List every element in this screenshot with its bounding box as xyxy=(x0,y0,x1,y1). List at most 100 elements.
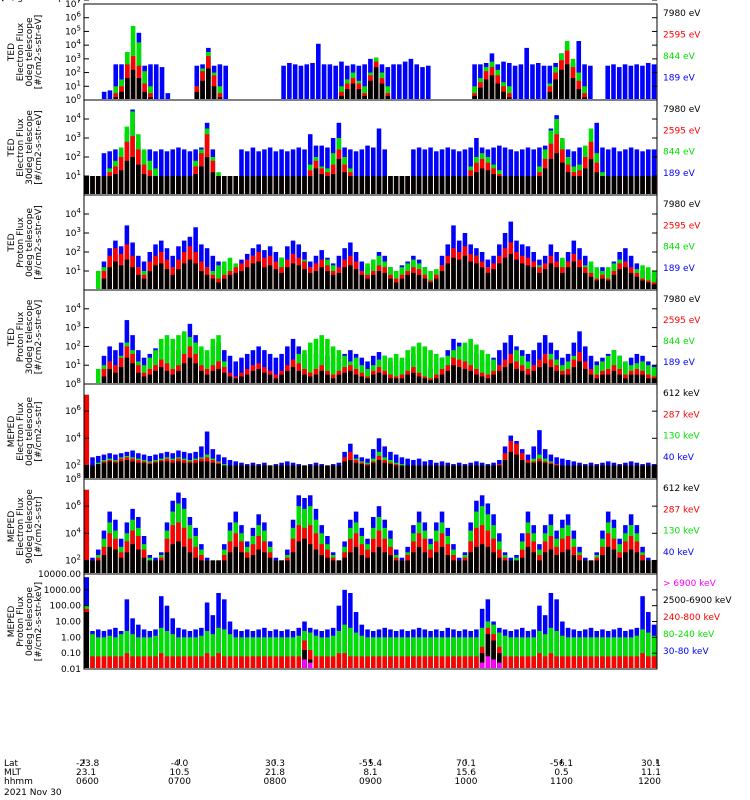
data-bar xyxy=(594,378,599,383)
data-bar xyxy=(113,93,119,99)
data-bar xyxy=(577,267,582,289)
data-bar xyxy=(497,145,502,194)
data-bar xyxy=(113,64,119,99)
data-bar xyxy=(302,269,307,289)
y-tick-label: 10.00 xyxy=(55,0,81,3)
data-bar xyxy=(90,560,95,573)
data-bar xyxy=(330,635,336,668)
data-bar xyxy=(651,465,657,478)
data-bar xyxy=(321,64,327,99)
data-bar xyxy=(564,64,570,99)
data-bar xyxy=(267,353,273,383)
data-bar xyxy=(256,465,261,478)
y-axis-label-line: [#/cm2-s-str] xyxy=(34,496,44,556)
data-bar xyxy=(170,544,175,573)
data-bar xyxy=(600,656,605,668)
data-bar xyxy=(600,374,605,383)
legend-entry: 7980 eV xyxy=(663,200,701,210)
data-bar xyxy=(594,365,599,383)
data-bar xyxy=(319,656,324,668)
data-bar xyxy=(611,64,616,99)
data-bar xyxy=(256,176,261,194)
data-bar xyxy=(512,65,518,99)
data-bar xyxy=(571,465,577,478)
data-bar xyxy=(307,134,313,194)
data-bar xyxy=(118,656,124,668)
data-bar xyxy=(101,555,107,573)
x-tick-label-hhmm: 0600 xyxy=(76,777,99,787)
data-bar xyxy=(239,376,244,383)
data-bar xyxy=(605,280,611,289)
data-bar xyxy=(216,560,221,573)
data-bar xyxy=(502,635,508,668)
data-bar xyxy=(199,271,204,289)
data-bar xyxy=(651,284,657,289)
x-tick-label-hhmm: 0900 xyxy=(359,777,382,787)
legend-entry: 844 eV xyxy=(663,148,696,158)
data-bar xyxy=(313,635,319,668)
data-bar xyxy=(491,269,496,289)
data-bar xyxy=(90,634,95,668)
data-bar xyxy=(416,376,422,383)
data-bar xyxy=(227,634,233,668)
data-bar xyxy=(422,465,428,478)
data-bar xyxy=(393,465,399,478)
y-axis-label-line: 30deg telescope xyxy=(25,110,35,185)
y-tick-label: 104 xyxy=(65,38,81,51)
data-bar xyxy=(356,89,362,99)
data-bar xyxy=(313,549,319,573)
data-bar xyxy=(468,552,473,573)
data-bar xyxy=(285,267,290,289)
y-tick-label: 0.01 xyxy=(61,0,81,3)
data-bar xyxy=(468,370,473,383)
data-bar xyxy=(535,62,541,99)
data-bar xyxy=(485,378,491,383)
y-tick-label: 1000.00 xyxy=(44,0,81,3)
data-bar xyxy=(239,176,244,194)
data-bar xyxy=(646,465,651,478)
data-bar xyxy=(576,89,582,99)
panel-7-series-2 xyxy=(84,605,657,668)
data-bar xyxy=(217,86,223,99)
data-bar xyxy=(542,462,548,478)
data-bar xyxy=(628,637,634,668)
data-bar xyxy=(425,65,431,99)
data-bar xyxy=(628,147,634,194)
data-bar xyxy=(371,552,376,573)
y-tick-label: 100 xyxy=(65,93,81,106)
data-bar xyxy=(365,656,370,668)
data-bar xyxy=(594,656,599,668)
data-bar xyxy=(359,176,365,194)
data-bar xyxy=(428,176,433,194)
data-bar xyxy=(204,560,210,573)
data-bar xyxy=(497,557,502,573)
y-axis-label-line: Proton Flux xyxy=(16,311,26,362)
data-bar xyxy=(313,338,319,383)
data-bar xyxy=(634,635,640,668)
data-bar xyxy=(153,635,158,668)
data-bar xyxy=(474,637,479,668)
data-bar xyxy=(519,637,525,668)
data-bar xyxy=(617,176,622,194)
data-bar xyxy=(250,370,256,383)
data-bar xyxy=(348,265,353,289)
data-bar xyxy=(651,635,657,668)
data-bar xyxy=(531,176,536,194)
data-bar xyxy=(362,95,367,99)
data-bar xyxy=(605,637,611,668)
data-bar xyxy=(537,631,542,668)
data-bar xyxy=(164,370,170,383)
data-bar xyxy=(244,637,250,668)
data-bar xyxy=(130,656,135,668)
data-bar xyxy=(210,370,216,383)
data-bar xyxy=(158,560,164,573)
data-bar xyxy=(474,263,479,289)
data-bar xyxy=(519,460,525,478)
data-bar xyxy=(336,374,342,383)
data-bar xyxy=(211,86,217,99)
data-bar xyxy=(273,176,279,194)
data-bar xyxy=(571,176,577,194)
data-bar xyxy=(547,91,553,99)
data-bar xyxy=(239,552,244,573)
